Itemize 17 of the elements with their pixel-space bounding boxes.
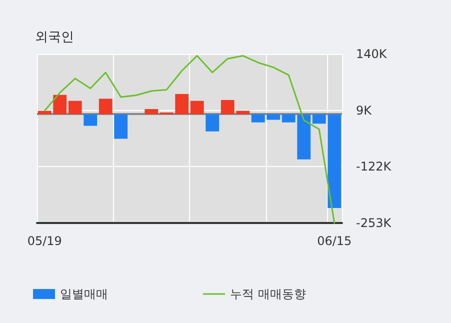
- chart-title: 외국인: [35, 30, 74, 45]
- bar: [114, 114, 128, 139]
- bar: [68, 100, 82, 114]
- y-tick-label: 9K: [356, 103, 373, 118]
- bar: [190, 100, 204, 114]
- x-tick-label: 06/15: [317, 234, 352, 248]
- legend-label: 일별매매: [60, 287, 108, 301]
- y-tick-label: -253K: [356, 216, 392, 230]
- legend-label: 누적 매매동향: [230, 287, 306, 301]
- bar: [144, 109, 158, 114]
- y-tick-label: 140K: [356, 47, 388, 61]
- bar: [206, 114, 220, 132]
- line-series: [44, 54, 336, 224]
- x-tick-label: 05/19: [27, 234, 62, 248]
- bar: [98, 98, 112, 114]
- y-tick-label: -122K: [356, 160, 392, 174]
- bar: [84, 114, 98, 126]
